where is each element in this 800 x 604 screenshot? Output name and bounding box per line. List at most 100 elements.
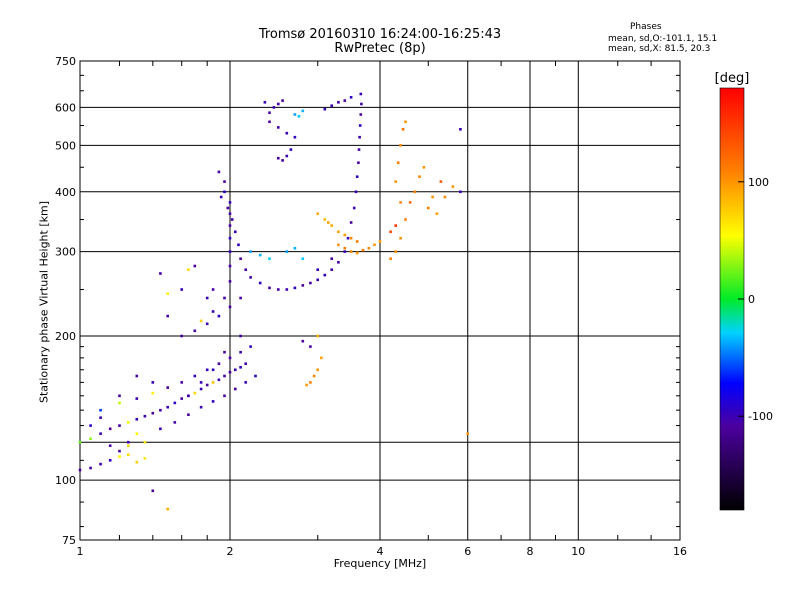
data-point xyxy=(187,268,190,271)
data-point xyxy=(451,185,455,188)
data-point xyxy=(309,345,312,348)
data-point xyxy=(327,221,330,224)
data-point xyxy=(343,250,347,253)
data-point xyxy=(226,206,230,210)
data-point xyxy=(244,362,247,365)
data-point xyxy=(234,368,237,372)
data-point xyxy=(143,414,147,418)
data-point xyxy=(211,310,215,313)
data-point xyxy=(239,334,242,338)
data-point xyxy=(316,212,319,215)
data-point xyxy=(330,257,333,260)
data-point xyxy=(394,250,397,253)
data-point xyxy=(323,218,327,221)
data-point xyxy=(399,201,402,204)
data-point xyxy=(301,257,305,260)
y-tick-label: 750 xyxy=(55,55,76,68)
data-point xyxy=(297,115,301,118)
data-point xyxy=(187,394,190,398)
data-point xyxy=(151,489,155,493)
data-point xyxy=(330,224,333,227)
data-point xyxy=(316,268,319,271)
data-point xyxy=(285,288,289,291)
data-point xyxy=(281,99,284,102)
data-point xyxy=(127,421,130,424)
y-tick-label: 500 xyxy=(55,139,76,152)
data-point xyxy=(359,92,363,96)
data-point xyxy=(285,131,289,135)
data-point xyxy=(217,378,221,382)
data-point xyxy=(285,250,289,253)
data-point xyxy=(135,460,139,464)
data-point xyxy=(289,148,293,151)
data-point xyxy=(422,166,426,169)
data-point xyxy=(205,322,209,326)
data-point xyxy=(404,120,407,124)
data-point xyxy=(316,368,319,372)
data-point xyxy=(427,206,430,210)
data-point xyxy=(285,154,289,158)
colorbar-tick-label: 100 xyxy=(748,176,769,189)
data-point xyxy=(228,224,232,227)
data-point xyxy=(418,175,421,178)
data-point xyxy=(166,314,169,318)
data-point xyxy=(396,161,400,164)
data-point xyxy=(346,236,350,240)
data-point xyxy=(234,387,237,391)
x-tick-label: 2 xyxy=(227,545,234,558)
data-point xyxy=(277,288,280,291)
data-point xyxy=(239,296,242,300)
data-point xyxy=(228,264,232,268)
colorbar-tick-label: -100 xyxy=(748,410,773,423)
data-point xyxy=(127,444,130,447)
data-point xyxy=(330,268,333,271)
data-point xyxy=(239,350,242,354)
data-point xyxy=(187,413,190,416)
data-point xyxy=(249,276,252,279)
data-point xyxy=(180,334,183,338)
data-point xyxy=(78,440,82,444)
data-point xyxy=(193,329,197,333)
data-point xyxy=(355,175,359,178)
data-point xyxy=(166,405,169,409)
data-point xyxy=(228,250,232,253)
data-point xyxy=(404,218,407,221)
data-point xyxy=(205,368,209,372)
data-point xyxy=(367,246,371,250)
data-point xyxy=(135,374,139,378)
data-point xyxy=(99,432,102,435)
data-point xyxy=(151,381,155,384)
data-point xyxy=(78,468,82,472)
data-point xyxy=(193,264,197,268)
data-point xyxy=(301,339,305,343)
data-point xyxy=(193,391,197,395)
data-point xyxy=(89,424,92,427)
y-tick-label: 400 xyxy=(55,186,76,199)
data-point xyxy=(337,261,340,264)
data-point xyxy=(234,230,237,234)
data-point xyxy=(337,230,340,234)
data-point xyxy=(354,190,358,194)
data-point xyxy=(277,156,280,160)
data-point xyxy=(135,397,139,400)
data-point xyxy=(228,201,232,204)
data-point xyxy=(199,319,203,323)
data-point xyxy=(211,368,215,372)
x-tick-label: 1 xyxy=(77,545,84,558)
data-point xyxy=(389,257,392,260)
data-point xyxy=(199,381,203,384)
data-point xyxy=(355,251,359,255)
data-point xyxy=(301,109,305,113)
data-point xyxy=(413,190,417,194)
data-point xyxy=(277,102,280,106)
data-point xyxy=(230,218,234,221)
data-point xyxy=(349,250,353,253)
data-point xyxy=(309,281,312,285)
data-point xyxy=(217,362,221,365)
x-tick-label: 4 xyxy=(377,545,384,558)
data-point xyxy=(223,180,226,183)
data-point xyxy=(293,135,297,139)
data-point xyxy=(343,99,347,102)
data-point xyxy=(244,381,247,384)
